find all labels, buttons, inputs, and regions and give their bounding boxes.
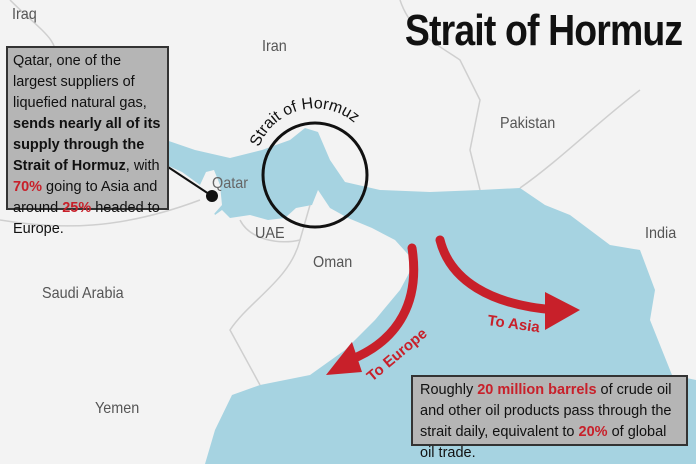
label-iran: Iran <box>262 38 287 55</box>
qatar-bold-text: sends nearly all of its supply through t… <box>13 116 161 174</box>
qatar-text: going to Asia and around <box>13 179 158 216</box>
oil-info-box: Roughly 20 million barrels of crude oil … <box>411 375 688 461</box>
barrels-figure: 20 million barrels <box>477 382 597 398</box>
strait-circle <box>261 121 369 229</box>
oil-text: Roughly <box>420 382 478 398</box>
asia-percent: 70% <box>13 179 43 195</box>
qatar-text: , with <box>125 158 160 174</box>
page-title: Strait of Hormuz <box>404 6 683 55</box>
label-uae: UAE <box>255 225 285 242</box>
label-india: India <box>645 225 677 242</box>
europe-percent: 25% <box>62 200 92 216</box>
label-yemen: Yemen <box>95 400 140 417</box>
oil-text: of crude oil and other oil products pass… <box>420 382 672 440</box>
qatar-text: Qatar, one of the largest suppliers of l… <box>13 53 147 111</box>
label-saudi-arabia: Saudi Arabia <box>42 285 124 302</box>
qatar-dot <box>206 190 218 202</box>
oil-text: of global oil trade. <box>420 424 667 461</box>
borders <box>0 0 641 386</box>
qatar-info-box: Qatar, one of the largest suppliers of l… <box>6 46 169 237</box>
label-oman: Oman <box>313 254 353 271</box>
label-pakistan: Pakistan <box>500 115 556 132</box>
water-body <box>50 60 696 464</box>
label-iraq: Iraq <box>12 6 37 23</box>
qatar-text: headed to Europe. <box>13 200 160 237</box>
leader-line <box>164 164 213 197</box>
trade-percent: 20% <box>578 424 608 440</box>
label-qatar: Qatar <box>212 175 249 192</box>
